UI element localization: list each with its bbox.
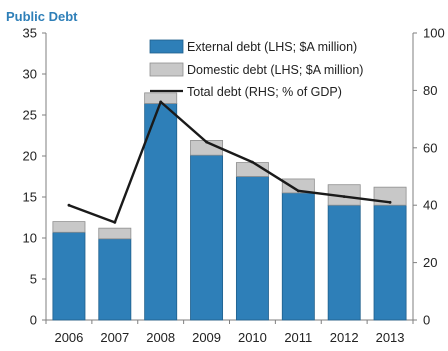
left-tick-label: 15	[23, 190, 37, 205]
left-tick-label: 30	[23, 67, 37, 82]
bars	[52, 92, 407, 321]
left-tick-label: 25	[23, 108, 37, 123]
bar-external	[327, 204, 361, 321]
bar-external	[98, 238, 132, 321]
total-debt-point	[388, 200, 392, 204]
total-debt-point	[205, 140, 208, 144]
right-tick-label: 80	[423, 83, 437, 98]
bar-domestic	[98, 227, 132, 240]
legend-swatch-external	[149, 39, 184, 54]
total-debt-point	[159, 100, 163, 104]
left-tick-label: 35	[23, 26, 37, 41]
bar-domestic	[281, 178, 315, 194]
right-tick-label: 0	[423, 313, 430, 328]
total-debt-point	[342, 195, 346, 198]
bar-external	[281, 192, 315, 321]
right-tick-label: 40	[423, 198, 437, 213]
x-tick-label: 2009	[192, 330, 221, 345]
bar-external	[373, 204, 407, 321]
total-debt-line	[67, 100, 392, 224]
total-debt-point	[251, 160, 254, 164]
bar-external	[235, 176, 269, 321]
legend-label-external: External debt (LHS; $A million)	[187, 40, 357, 54]
total-debt-point	[67, 203, 71, 207]
x-axis-ticks: 2006 2007 2008 2009 2010 2011 2012 2013	[45, 320, 414, 345]
legend-label-total: Total debt (RHS; % of GDP)	[187, 85, 342, 99]
bar-domestic	[52, 221, 86, 233]
bar-external	[144, 103, 178, 321]
total-debt-point	[296, 189, 300, 193]
x-tick-label: 2012	[330, 330, 359, 345]
x-tick-label: 2008	[146, 330, 175, 345]
x-tick-label: 2006	[54, 330, 83, 345]
bar-external	[190, 154, 224, 321]
bar-external	[52, 231, 86, 321]
right-axis-ticks: 0 20 40 60 80 100	[413, 26, 445, 328]
right-tick-label: 20	[423, 255, 437, 270]
total-debt-polyline	[68, 100, 391, 224]
right-tick-label: 60	[423, 140, 437, 155]
legend-label-domestic: Domestic debt (LHS; $A million)	[187, 63, 363, 77]
left-tick-label: 20	[23, 149, 37, 164]
left-tick-label: 0	[30, 313, 37, 328]
left-tick-label: 10	[23, 231, 37, 246]
legend-swatch-domestic	[149, 62, 184, 77]
x-tick-label: 2010	[238, 330, 267, 345]
right-tick-label: 100	[423, 26, 445, 41]
legend: External debt (LHS; $A million) Domestic…	[149, 39, 363, 99]
left-axis-ticks: 0 5 10 15 20 25 30 35	[23, 26, 46, 328]
left-tick-label: 5	[30, 272, 37, 287]
x-tick-label: 2011	[284, 330, 312, 345]
total-debt-point	[113, 221, 117, 224]
chart-title: Public Debt	[6, 9, 78, 24]
x-tick-label: 2007	[100, 330, 129, 345]
x-tick-label: 2013	[376, 330, 405, 345]
